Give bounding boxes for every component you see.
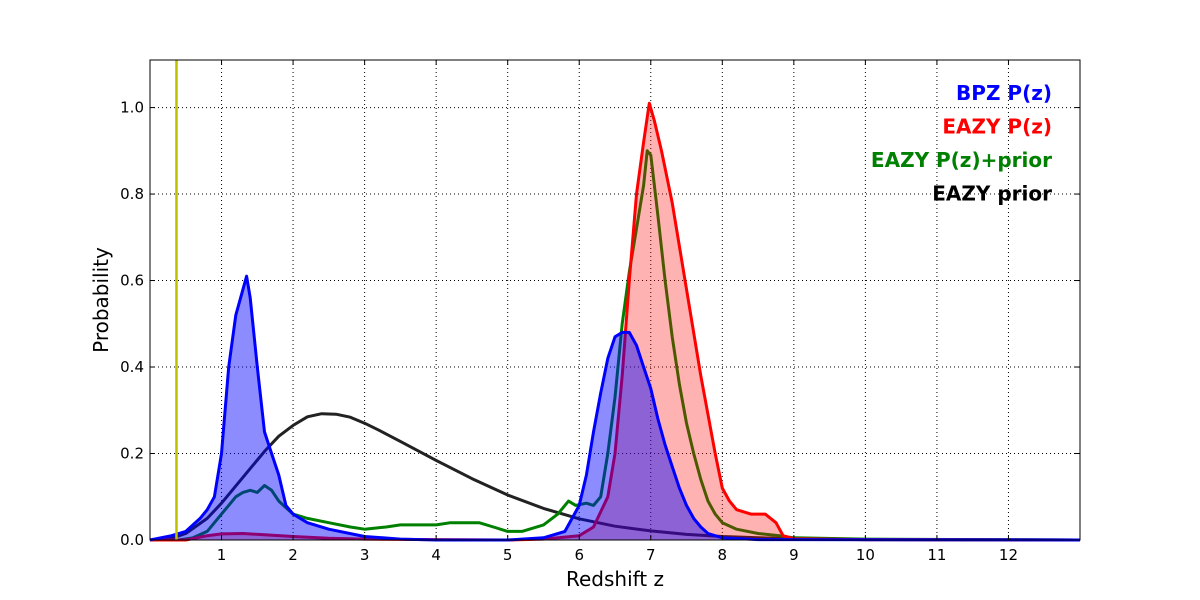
y-tick-label: 0.2 — [120, 445, 144, 463]
y-tick-label: 0.0 — [120, 531, 144, 549]
ticks: 1 2 3 4 5 6 7 8 9 10 11 120.00.20.40.60.81.0 — [120, 60, 1080, 564]
x-tick-label: 1 — [217, 546, 227, 564]
x-tick-label: 3 — [360, 546, 370, 564]
x-axis-label: Redshift z — [566, 567, 664, 591]
y-tick-label: 1.0 — [120, 99, 144, 117]
y-tick-label: 0.8 — [120, 185, 144, 203]
x-tick-label: 5 — [503, 546, 513, 564]
legend-bpz-p-z: BPZ P(z) — [956, 81, 1052, 105]
x-tick-label: 2 — [288, 546, 298, 564]
area-bpz-p-z — [150, 276, 1080, 540]
y-tick-label: 0.4 — [120, 358, 144, 376]
x-tick-label: 9 — [789, 546, 799, 564]
y-axis-label: Probability — [89, 247, 113, 353]
plot-frame — [149, 59, 1081, 541]
line-bpz-p-z — [149, 274, 1081, 542]
x-tick-label: 6 — [574, 546, 584, 564]
legend-eazy-p-z: EAZY P(z) — [942, 115, 1052, 139]
line-eazy-p-z-prior — [150, 149, 1081, 542]
x-tick-label: 7 — [646, 546, 656, 564]
x-tick-label: 10 — [856, 546, 875, 564]
legend-eazy-prior: EAZY prior — [932, 182, 1052, 206]
y-tick-label: 0.6 — [120, 272, 144, 290]
x-tick-label: 12 — [999, 546, 1018, 564]
x-tick-label: 11 — [927, 546, 946, 564]
legend-eazy-p-z-prior: EAZY P(z)+prior — [871, 148, 1052, 172]
legend: BPZ P(z) EAZY P(z) EAZY P(z)+prior EAZY pri… — [871, 81, 1052, 206]
x-tick-label: 8 — [718, 546, 728, 564]
x-tick-label: 4 — [431, 546, 441, 564]
